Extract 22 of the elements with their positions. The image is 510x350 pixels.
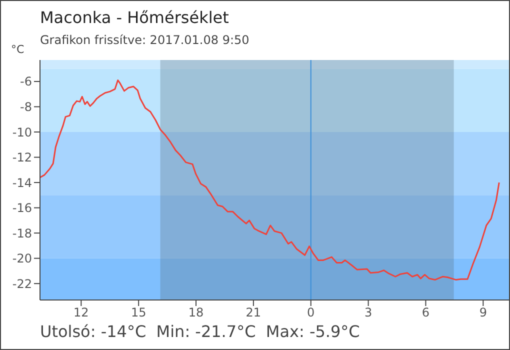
y-tick-label: -6 [20, 74, 32, 89]
x-tick-label: 21 [246, 306, 262, 320]
chart-title: Maconka - Hőmérséklet [40, 8, 229, 27]
line-series [40, 79, 500, 281]
text: Utolsó: -14°C Min: -21.7°C Max: -5.9°C [40, 322, 360, 341]
x-tick-label: 18 [188, 306, 204, 320]
y-tick-label: -16 [12, 201, 32, 216]
x-tick-label: 9 [479, 306, 487, 320]
chart-subtitle: Grafikon frissítve: 2017.01.08 9:50 [40, 33, 250, 47]
x-tick-label: 12 [74, 306, 89, 320]
y-tick-label: -18 [12, 226, 32, 240]
y-tick-label: -14 [12, 176, 32, 190]
y-axis-title: °C [11, 43, 24, 56]
x-tick-label: 6 [422, 306, 430, 320]
x-tick-label: 15 [130, 306, 146, 320]
x-tick-label: 3 [364, 306, 372, 320]
y-tick-label: -20 [12, 252, 32, 266]
y-tick-label: -8 [20, 100, 32, 114]
y-tick-label: -12 [12, 150, 32, 165]
y-tick-label: -10 [12, 125, 32, 140]
x-tick-label: 0 [307, 306, 315, 320]
y-tick-label: -22 [12, 276, 32, 291]
